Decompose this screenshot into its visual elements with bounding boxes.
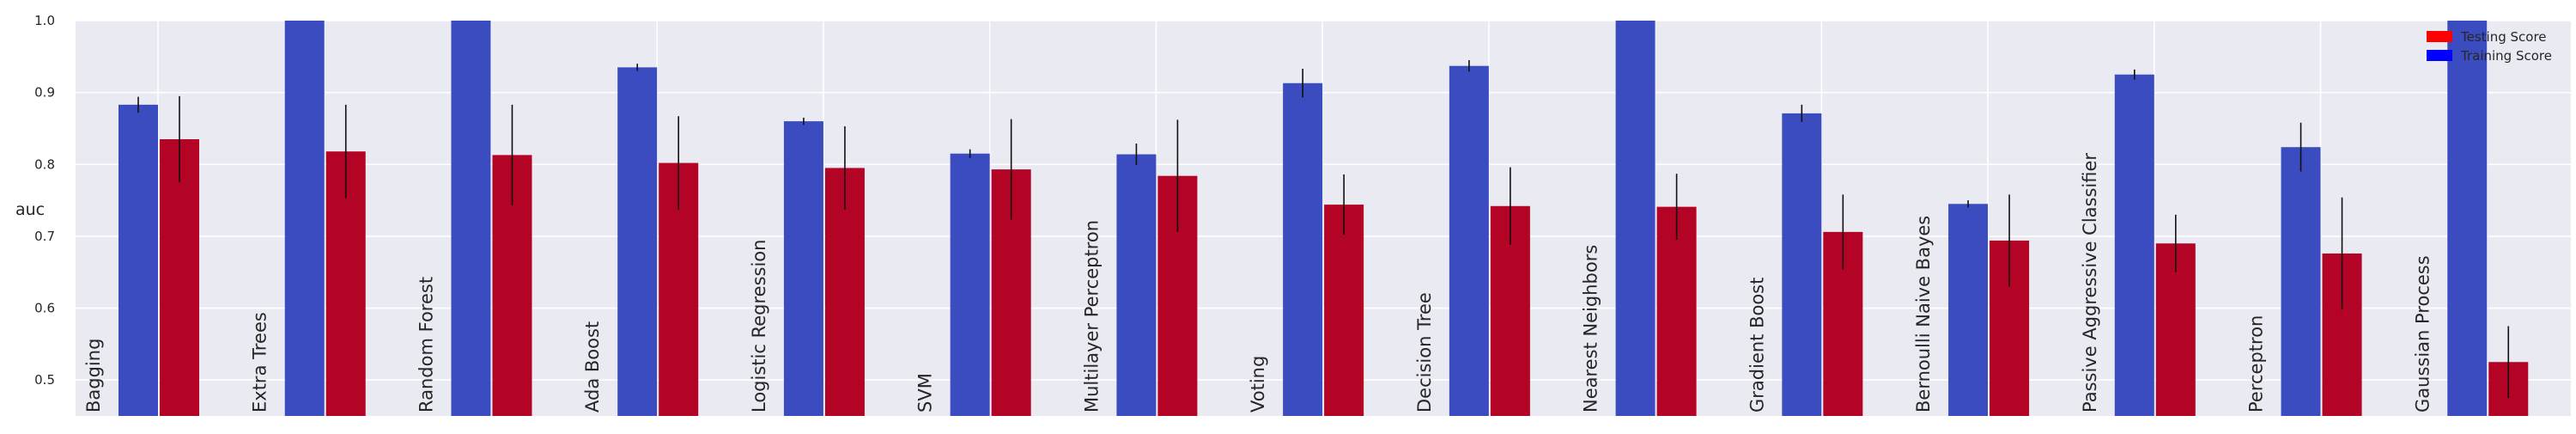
category-label: Extra Trees [250,312,270,413]
y-tick-label: 1.0 [34,13,55,28]
category-label: Gradient Boost [1747,278,1767,413]
category-label: Bagging [83,339,104,413]
category-label: Passive Aggressive Classifier [2080,153,2100,413]
bar-training [118,104,158,416]
category-label: Logistic Regression [749,240,769,413]
bar-training [2447,21,2488,416]
bar-testing [2155,243,2196,416]
bar-training [950,153,990,416]
category-label: Gaussian Process [2412,255,2433,413]
category-label: Random Forest [416,277,436,413]
legend-swatch [2427,31,2452,42]
legend-label: Testing Score [2460,29,2547,45]
bar-training [1615,21,1656,416]
bar-training [617,67,658,416]
category-label: Voting [1248,356,1268,413]
category-label: Bernoulli Naive Bayes [1913,216,1934,413]
bar-training [1116,154,1157,416]
category-label: Perceptron [2246,315,2267,413]
category-label: Multilayer Perceptron [1081,220,1102,413]
legend-label: Training Score [2460,48,2552,64]
y-tick-label: 0.9 [34,85,55,101]
y-tick-label: 0.6 [34,301,55,316]
y-axis-label: auc [15,200,45,219]
category-label: Decision Tree [1414,292,1435,413]
bar-training [1782,113,1822,416]
y-tick-label: 0.7 [34,229,55,244]
bar-training [1449,65,1489,416]
bar-training [783,121,823,416]
category-label: Ada Boost [582,321,603,413]
bar-training [1283,83,1323,416]
legend-swatch [2427,50,2452,61]
category-label: SVM [915,373,936,413]
y-tick-label: 0.8 [34,156,55,172]
plot-background [76,21,2571,416]
bar-testing [1324,205,1364,416]
bar-training [284,21,325,416]
bar-training [1948,204,1989,416]
category-label: Nearest Neighbors [1581,245,1601,413]
bar-training [2114,74,2154,417]
y-tick-label: 0.5 [34,372,55,388]
bar-testing [160,139,199,416]
bar-training [2281,147,2321,416]
bar-testing [1656,206,1697,416]
bar-training [451,21,491,416]
